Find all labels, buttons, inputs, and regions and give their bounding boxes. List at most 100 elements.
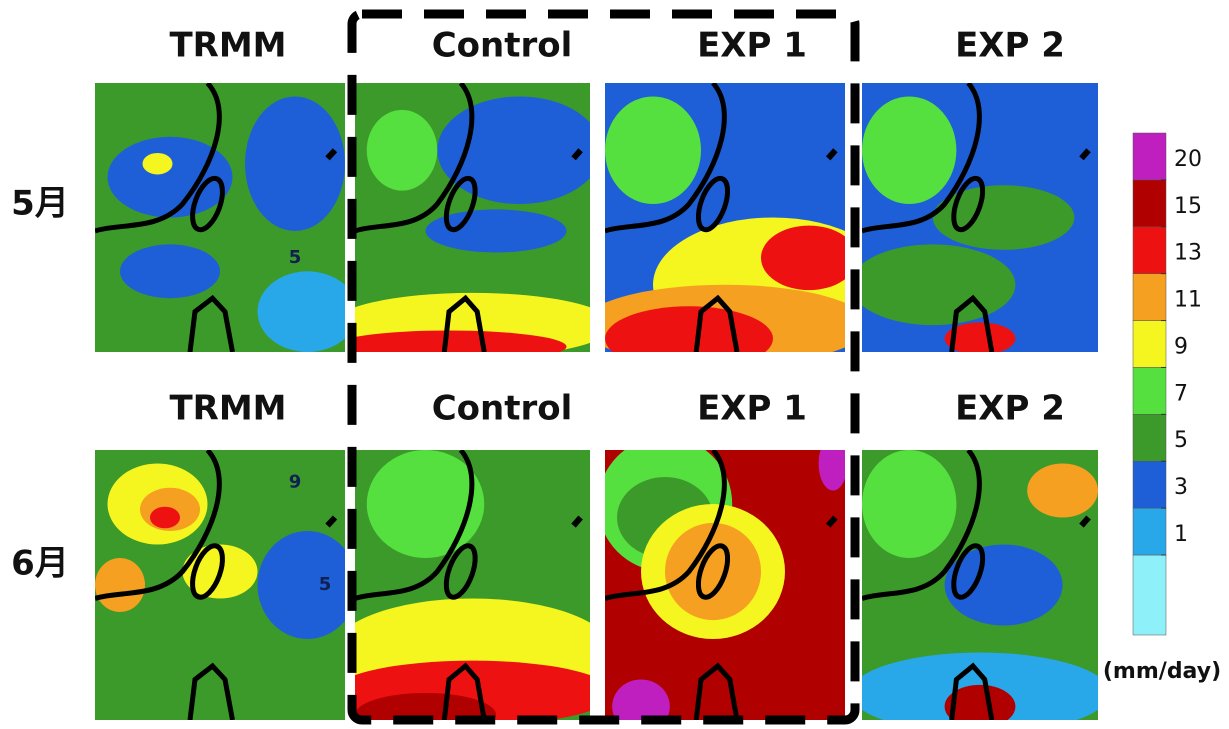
coastline <box>95 83 222 234</box>
colorbar-label: 13 <box>1174 241 1202 266</box>
island <box>571 515 583 528</box>
map-panel <box>355 450 590 720</box>
colorbar-label: 11 <box>1174 288 1202 313</box>
island <box>693 662 740 720</box>
colorbar-label: 7 <box>1174 381 1188 406</box>
panel-title: TRMM <box>169 389 286 429</box>
colorbar-segment <box>1132 414 1167 462</box>
precip-area <box>257 531 345 639</box>
precip-area <box>612 679 670 720</box>
island <box>443 175 478 233</box>
panel-title: TRMM <box>169 26 286 66</box>
precip-area <box>366 109 438 191</box>
precip-area <box>818 450 845 491</box>
precip-area <box>862 244 1016 326</box>
island <box>1079 515 1091 528</box>
colorbar-segment <box>1132 367 1167 415</box>
island <box>325 148 338 161</box>
precip-area <box>932 185 1075 250</box>
map-panel <box>95 83 345 352</box>
precip-area <box>142 152 173 175</box>
panels: 5月 TRMM Control EXP 1 EXP 2 6月 TRMM Control EXP … <box>11 26 1098 720</box>
colorbar-segment <box>1132 132 1167 181</box>
coastline <box>605 83 727 234</box>
precip-area <box>366 450 485 558</box>
island <box>441 294 487 352</box>
precip-area <box>107 136 233 218</box>
precip-area <box>95 558 145 612</box>
precip-area <box>605 306 773 352</box>
panel-title: Control <box>432 26 573 66</box>
precip-area <box>862 96 957 205</box>
island <box>825 515 838 528</box>
colorbar-segment <box>1132 226 1167 274</box>
island <box>441 662 487 720</box>
colorbar-unit: (mm/day) <box>1103 659 1221 684</box>
precip-area <box>944 322 1016 352</box>
map-panel <box>95 450 345 720</box>
map-panel <box>862 83 1098 352</box>
panel-title: EXP 2 <box>955 389 1065 429</box>
coastline <box>355 450 475 601</box>
island <box>825 148 838 161</box>
island <box>951 543 986 600</box>
colorbar-segment <box>1132 320 1167 368</box>
coastline <box>862 83 982 234</box>
island <box>693 294 740 352</box>
row-label: 5月 <box>11 184 69 224</box>
highlight-box <box>347 9 860 725</box>
coastline <box>605 450 727 601</box>
precip-area <box>355 330 567 352</box>
island <box>190 543 225 600</box>
precip-area <box>437 96 590 205</box>
island <box>190 175 225 233</box>
panel-title: EXP 1 <box>697 389 807 429</box>
island <box>443 543 478 600</box>
coastline <box>862 450 982 601</box>
map-panel <box>605 83 845 352</box>
precip-area <box>245 96 345 231</box>
panel-title: Control <box>432 389 573 429</box>
colorbar-label: 3 <box>1174 475 1188 500</box>
island <box>325 515 338 528</box>
island <box>949 662 995 720</box>
colorbar-segment <box>1132 179 1167 228</box>
map-annotation: 5 <box>319 574 332 595</box>
panel-title: EXP 2 <box>955 26 1065 66</box>
map-panel <box>862 450 1098 720</box>
island <box>695 543 731 600</box>
island <box>187 662 235 720</box>
precip-area <box>665 522 761 621</box>
row-label: 6月 <box>11 544 69 584</box>
map-panel <box>605 450 845 720</box>
panel-title: EXP 1 <box>697 26 807 66</box>
island <box>187 294 235 352</box>
island <box>571 148 583 161</box>
precip-area <box>944 544 1063 626</box>
precip-area <box>944 684 1016 720</box>
map-annotation: 5 <box>289 247 302 268</box>
map-annotation: 9 <box>289 471 302 492</box>
map-panel <box>355 83 590 352</box>
colorbar-label: 1 <box>1174 522 1188 547</box>
precip-area <box>150 506 180 529</box>
island <box>695 175 731 233</box>
coastline <box>355 83 475 234</box>
colorbar-segment <box>1132 507 1167 556</box>
precip-area <box>1027 463 1098 518</box>
precip-area <box>862 450 957 558</box>
precip-area <box>761 225 845 291</box>
precip-area <box>605 96 701 205</box>
island <box>951 175 986 233</box>
precip-area <box>425 209 567 253</box>
precip-area <box>257 271 345 352</box>
colorbar-label: 5 <box>1174 428 1188 453</box>
precip-area <box>355 693 496 720</box>
precip-area <box>120 244 220 299</box>
colorbar-segment <box>1132 460 1167 509</box>
island <box>949 294 995 352</box>
colorbar-label: 15 <box>1174 194 1202 219</box>
colorbar-segment <box>1132 554 1167 636</box>
